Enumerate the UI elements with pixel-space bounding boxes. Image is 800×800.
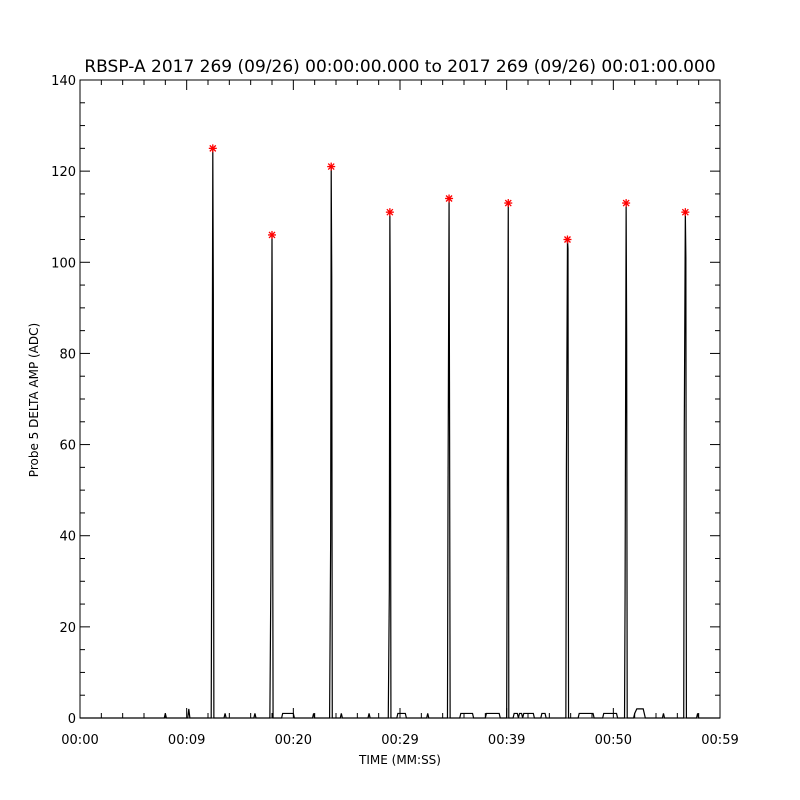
x-tick-label: 00:39 [488,733,525,748]
peak-marker [445,194,454,203]
x-tick-label: 00:20 [275,733,312,748]
y-tick-label: 60 [59,439,76,454]
peak-marker [681,208,690,217]
chart-title: RBSP-A 2017 269 (09/26) 00:00:00.000 to … [84,57,715,77]
x-tick-label: 00:29 [381,733,418,748]
peak-marker [385,208,394,217]
peak-marker [268,230,276,239]
x-axis-label: TIME (MM:SS) [358,753,441,767]
y-tick-label: 100 [51,256,76,271]
x-tick-label: 00:59 [701,733,738,748]
y-axis-label: Probe 5 DELTA AMP (ADC) [27,323,41,477]
y-tick-label: 40 [59,530,76,545]
plot-frame [79,79,721,719]
peak-marker [208,144,217,153]
peak-marker [504,199,513,208]
y-tick-label: 140 [51,74,76,89]
y-tick-label: 20 [59,621,76,636]
x-tick-label: 00:00 [61,733,98,748]
y-tick-label: 0 [68,712,76,727]
y-tick-label: 120 [51,165,76,180]
y-tick-label: 80 [59,347,76,362]
x-tick-label: 00:09 [168,733,205,748]
peak-marker [563,235,572,244]
x-tick-label: 00:50 [595,733,632,748]
series-line [80,148,720,719]
peak-marker [622,199,631,208]
peak-marker [327,162,336,171]
